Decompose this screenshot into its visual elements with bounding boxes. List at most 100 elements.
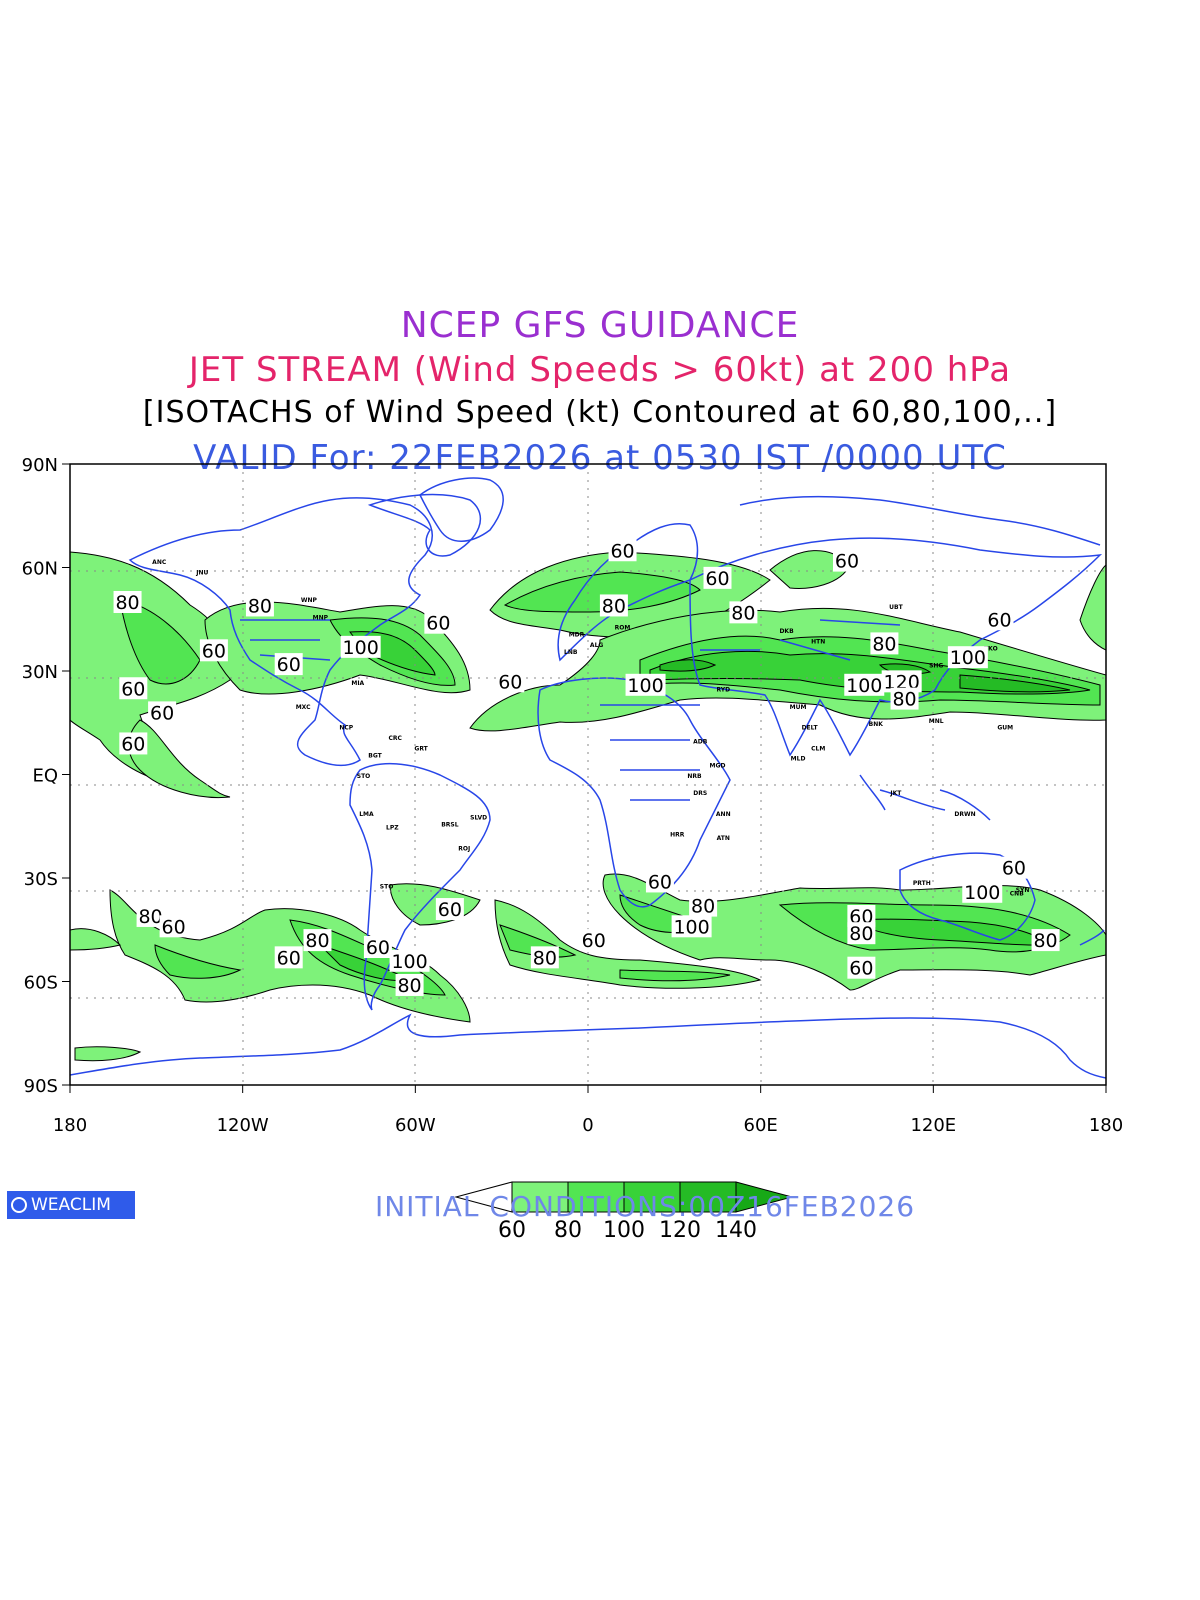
contour-label-box (274, 946, 303, 969)
station-label: DKB (779, 628, 794, 635)
station-label: STO (357, 773, 371, 780)
contour-label: 60 (833, 549, 861, 573)
station-label: STO (380, 883, 394, 890)
station-label: LPZ (386, 825, 399, 832)
contour-label-box (999, 856, 1028, 879)
contour-label-text: 80 (602, 595, 626, 617)
lon-label: 120E (910, 1115, 956, 1136)
station-label: RYD (716, 687, 730, 694)
lon-label: 0 (582, 1115, 593, 1136)
contour-label-box (890, 687, 919, 710)
station-label: MIA (351, 680, 364, 687)
contour-label-text: 80 (115, 592, 139, 614)
station-label: ATN (717, 835, 730, 842)
contour-label: 100 (340, 635, 381, 659)
lat-label: 30S (24, 869, 58, 890)
station-label: NCP (339, 725, 353, 732)
contour-label-text: 80 (892, 689, 916, 711)
station-label: CLM (811, 745, 825, 752)
station-labels: ANC JNU WNP MNP MIA MXC NCP BGT CRC GRT STO LMA LPZ B… (152, 559, 1029, 897)
contour-label: 60 (274, 946, 303, 969)
lat-label: 90S (24, 1076, 58, 1097)
contour-label-box (870, 632, 899, 655)
contour-label-box (645, 870, 674, 893)
lon-label: 60E (744, 1115, 778, 1136)
station-label: BNK (869, 721, 884, 728)
contour-label: 80 (303, 929, 332, 952)
contour-label-text: 100 (343, 637, 379, 659)
contour-label-box (113, 591, 142, 613)
color-legend: 60 80 100 120 140 (454, 1181, 794, 1243)
contour-label: 100 (947, 646, 988, 669)
contour-label-box (847, 904, 876, 927)
contour-label: 80 (847, 922, 876, 945)
contour-label: 60 (985, 608, 1014, 631)
contour-label: 80 (395, 973, 424, 997)
lat-label: 60S (24, 973, 58, 994)
contour-label: 60 (999, 856, 1028, 880)
contour-label-box (435, 898, 464, 921)
contour-label-text: 80 (1033, 930, 1057, 952)
contour-label-box (1031, 929, 1060, 952)
contour-label-box (847, 956, 876, 979)
station-label: BGT (368, 752, 382, 759)
lon-label: 60W (395, 1115, 436, 1136)
lat-label: 30N (22, 662, 58, 683)
station-label: ROM (615, 625, 631, 632)
contour-label-text: 80 (248, 595, 272, 617)
station-label: BRSL (441, 821, 459, 828)
longitude-ticks (69, 1085, 1107, 1093)
contour-label-text: 60 (277, 654, 301, 676)
legend-label: 120 (659, 1218, 701, 1243)
contour-label-box (599, 594, 628, 617)
contour-label-box (947, 646, 988, 669)
logo-ring-icon (11, 1197, 27, 1213)
contour-label-text: 100 (391, 951, 427, 973)
contour-label: 80 (599, 594, 628, 617)
contour-label-text: 80 (305, 930, 329, 952)
contour-label-text: 60 (150, 702, 174, 724)
station-label: UBT (889, 604, 903, 611)
contour-label: 60 (435, 898, 464, 921)
contour-label: 60 (496, 670, 525, 693)
contour-label: 60 (645, 870, 674, 893)
station-label: MXC (296, 704, 311, 711)
contour-label-box (625, 673, 666, 696)
contour-label: 100 (625, 673, 666, 697)
contour-label-box (962, 880, 1003, 903)
station-label: MGD (710, 763, 726, 770)
contour-label: 60 (274, 653, 303, 676)
contour-label-text: 60 (849, 958, 873, 980)
lon-label: 180 (53, 1115, 87, 1136)
legend-swatch (623, 1181, 681, 1213)
contour-label-text: 80 (138, 906, 162, 928)
contour-label-box (847, 922, 876, 945)
contour-label: 60 (363, 936, 392, 959)
station-label: PRTH (913, 880, 931, 887)
contour-label-box (389, 949, 430, 972)
contour-label-text: 100 (673, 916, 709, 938)
legend-label: 140 (715, 1218, 757, 1243)
contour-label-text: 80 (533, 947, 557, 969)
contour-label-text: 100 (627, 675, 663, 697)
station-label: HTN (811, 638, 825, 645)
station-label: ALG (590, 642, 603, 649)
station-label: ANN (716, 811, 731, 818)
station-label: SHG (929, 663, 943, 670)
contour-label: 100 (962, 880, 1003, 904)
contour-label: 80 (113, 591, 142, 614)
valid-time: VALID For: 22FEB2026 at 0530 IST /0000 U… (193, 438, 1007, 478)
contour-label-text: 80 (849, 923, 873, 945)
contour-label: 80 (689, 894, 718, 918)
contour-label: 80 (729, 601, 758, 624)
contour-label-text: 60 (277, 947, 301, 969)
contour-label-text: 60 (498, 671, 522, 693)
latitude-labels: 90N 60N 30N EQ 30S 60S 90S (22, 455, 58, 1097)
contour-label-text: 100 (950, 647, 986, 669)
contour-label-box (608, 539, 637, 562)
station-label: DELT (802, 725, 819, 732)
contour-label-box (136, 904, 165, 927)
contour-label-text: 60 (610, 540, 634, 562)
